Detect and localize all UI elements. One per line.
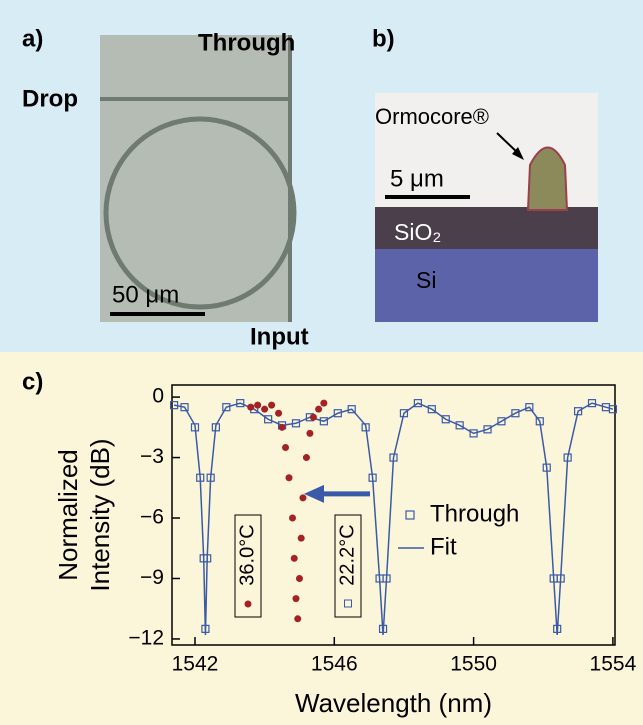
data-point bbox=[282, 443, 290, 451]
ring bbox=[103, 116, 297, 310]
data-point bbox=[236, 399, 245, 408]
data-point bbox=[222, 403, 231, 412]
x-tick-label: 1554 bbox=[590, 653, 637, 676]
data-point bbox=[306, 429, 314, 437]
data-point bbox=[587, 399, 597, 408]
data-point bbox=[268, 401, 276, 409]
data-point bbox=[289, 514, 297, 522]
data-point bbox=[295, 574, 303, 582]
data-point bbox=[290, 554, 298, 562]
port-label: Through bbox=[198, 29, 295, 56]
scale-label: 5 μm bbox=[390, 165, 444, 192]
material-label: Ormocore® bbox=[375, 104, 489, 129]
data-point bbox=[483, 425, 492, 434]
x-axis-title: Wavelength (nm) bbox=[295, 688, 492, 718]
data-point bbox=[511, 409, 520, 418]
layer-label: SiO₂ bbox=[394, 219, 441, 245]
annotation-label: 22.2°C bbox=[336, 524, 358, 585]
data-point bbox=[413, 399, 422, 408]
plot-frame bbox=[171, 384, 616, 646]
y-axis-title: Normalized bbox=[53, 449, 83, 581]
data-point bbox=[254, 401, 262, 409]
data-point bbox=[292, 595, 300, 603]
si-layer bbox=[375, 249, 598, 322]
legend-label: Fit bbox=[430, 533, 457, 560]
annotation-marker bbox=[344, 599, 352, 608]
data-point bbox=[525, 403, 534, 412]
x-tick-label: 1542 bbox=[172, 653, 219, 676]
annotation-box bbox=[334, 514, 362, 618]
y-tick-label: 0 bbox=[152, 385, 164, 408]
data-point bbox=[275, 409, 283, 417]
annotation-marker bbox=[244, 600, 252, 608]
data-point bbox=[455, 421, 464, 430]
data-point bbox=[469, 429, 478, 438]
data-point bbox=[441, 415, 450, 424]
data-point bbox=[319, 417, 328, 426]
sio2-layer bbox=[375, 207, 598, 249]
data-point bbox=[333, 409, 342, 418]
x-tick-label: 1550 bbox=[450, 653, 497, 676]
annotation-label: 36.0°C bbox=[236, 524, 258, 585]
port-label: Drop bbox=[22, 85, 78, 112]
micrograph bbox=[100, 35, 290, 322]
data-point bbox=[285, 474, 293, 482]
panel-label: c) bbox=[22, 368, 43, 395]
panel-label: b) bbox=[372, 25, 395, 52]
data-point bbox=[427, 405, 436, 414]
y-tick-label: −9 bbox=[140, 566, 164, 589]
data-point bbox=[302, 454, 310, 462]
legend-label: Through bbox=[430, 500, 519, 527]
data-point bbox=[264, 415, 273, 424]
x-tick-label: 1546 bbox=[311, 653, 358, 676]
data-point bbox=[608, 405, 618, 414]
data-point bbox=[315, 405, 323, 413]
panel-label: a) bbox=[22, 25, 43, 52]
data-point bbox=[297, 534, 305, 542]
data-point bbox=[320, 399, 328, 407]
data-point bbox=[278, 423, 286, 431]
y-tick-label: −6 bbox=[140, 506, 164, 529]
waveguide-core bbox=[526, 146, 569, 211]
y-tick-label: −12 bbox=[128, 627, 164, 650]
data-point bbox=[573, 407, 583, 416]
shift-arrow-head bbox=[304, 484, 324, 503]
fit-line bbox=[173, 402, 614, 635]
data-point bbox=[299, 494, 307, 502]
data-point bbox=[497, 417, 506, 426]
data-point bbox=[261, 405, 269, 413]
port-label: Input bbox=[250, 323, 309, 350]
data-point bbox=[294, 615, 302, 623]
scale-label: 50 μm bbox=[112, 281, 179, 308]
y-axis-title: Intensity (dB) bbox=[85, 438, 115, 591]
legend-marker bbox=[405, 510, 415, 520]
data-point bbox=[347, 405, 356, 414]
data-point bbox=[399, 409, 409, 418]
y-tick-label: −3 bbox=[140, 445, 164, 468]
bottom-background bbox=[0, 352, 643, 725]
layer-label: Si bbox=[416, 267, 436, 293]
pointer-head bbox=[512, 147, 524, 160]
data-point bbox=[309, 413, 317, 421]
annotation-box bbox=[234, 514, 262, 618]
data-point bbox=[247, 403, 255, 411]
